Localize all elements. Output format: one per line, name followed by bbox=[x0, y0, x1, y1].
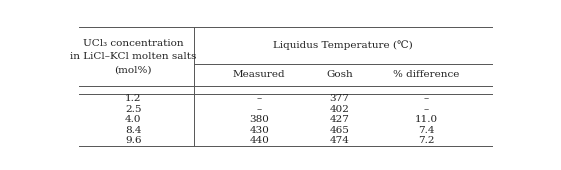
Text: Measured: Measured bbox=[233, 70, 286, 79]
Text: 380: 380 bbox=[249, 115, 269, 124]
Text: 9.6: 9.6 bbox=[125, 136, 141, 145]
Text: Gosh: Gosh bbox=[327, 70, 353, 79]
Text: 465: 465 bbox=[330, 126, 350, 135]
Text: 8.4: 8.4 bbox=[125, 126, 141, 135]
Text: 402: 402 bbox=[330, 105, 350, 114]
Text: 4.0: 4.0 bbox=[125, 115, 141, 124]
Text: 440: 440 bbox=[249, 136, 269, 145]
Text: Liquidus Temperature (℃): Liquidus Temperature (℃) bbox=[273, 40, 413, 50]
Text: 7.4: 7.4 bbox=[419, 126, 435, 135]
Text: –: – bbox=[256, 105, 262, 114]
Text: % difference: % difference bbox=[393, 70, 460, 79]
Text: 430: 430 bbox=[249, 126, 269, 135]
Text: 427: 427 bbox=[330, 115, 350, 124]
Text: 1.2: 1.2 bbox=[125, 95, 141, 103]
Text: 11.0: 11.0 bbox=[415, 115, 438, 124]
Text: 7.2: 7.2 bbox=[419, 136, 435, 145]
Text: UCl₃ concentration
in LiCl–KCl molten salts
(mol%): UCl₃ concentration in LiCl–KCl molten sa… bbox=[70, 39, 196, 74]
Text: 377: 377 bbox=[330, 95, 350, 103]
Text: –: – bbox=[256, 95, 262, 103]
Text: 2.5: 2.5 bbox=[125, 105, 141, 114]
Text: –: – bbox=[424, 105, 429, 114]
Text: 474: 474 bbox=[330, 136, 350, 145]
Text: –: – bbox=[424, 95, 429, 103]
